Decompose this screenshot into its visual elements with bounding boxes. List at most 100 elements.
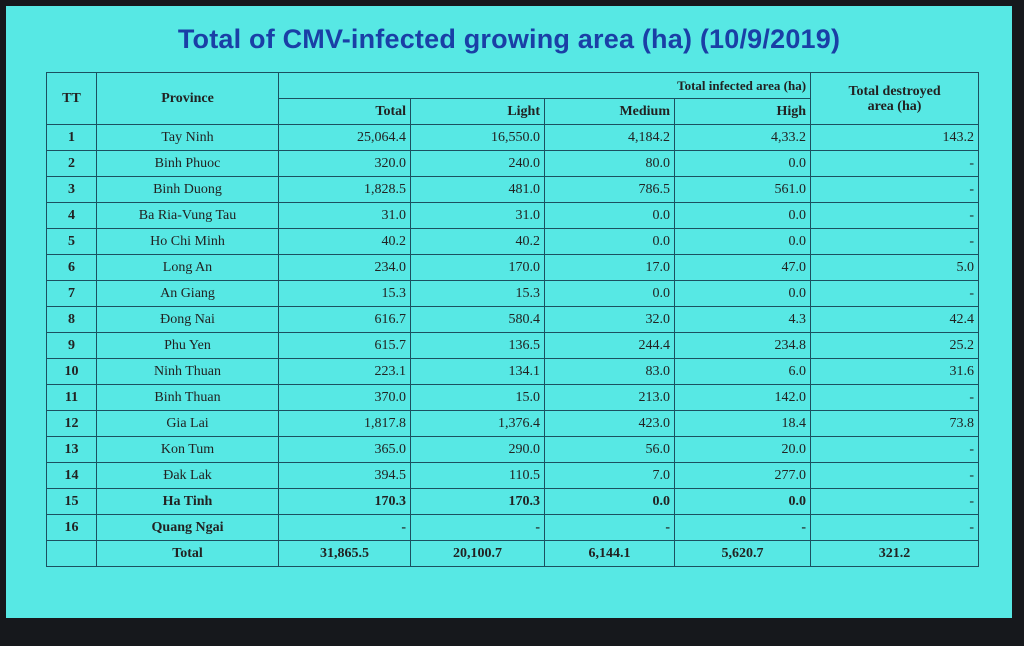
row-high: 0.0 xyxy=(673,150,812,177)
row-tt: 14 xyxy=(46,462,97,489)
row-tt: 16 xyxy=(46,514,97,541)
row-province: Quang Ngai xyxy=(96,514,279,541)
row-province: Long An xyxy=(96,254,279,281)
row-light: 170.3 xyxy=(410,488,545,515)
row-medium: 786.5 xyxy=(544,176,675,203)
totals-high: 5,620.7 xyxy=(673,540,812,567)
table-row: 13 Kon Tum 365.0 290.0 56.0 20.0- xyxy=(46,436,980,463)
row-high: 0.0 xyxy=(673,280,812,307)
row-high: 4.3 xyxy=(673,306,812,333)
table-row: 12 Gia Lai 1,817.8 1,376.4 423.0 18.4 73.8 xyxy=(46,410,980,437)
row-medium: 83.0 xyxy=(544,358,675,385)
row-light: 15.0 xyxy=(410,384,545,411)
totals-row: Total 31,865.5 20,100.7 6,144.1 5,620.7 … xyxy=(46,540,980,567)
row-destroyed: 73.8 xyxy=(810,410,980,437)
row-tt: 10 xyxy=(46,358,97,385)
row-tt: 15 xyxy=(46,488,97,515)
row-high: 0.0 xyxy=(673,228,812,255)
row-total: - xyxy=(278,514,411,541)
table-row: 8 Đong Nai 616.7 580.4 32.0 4.3 42.4 xyxy=(46,306,980,333)
row-total: 15.3 xyxy=(278,280,411,307)
row-total: 320.0 xyxy=(278,150,411,177)
row-destroyed: 25.2 xyxy=(810,332,980,359)
row-high: 142.0 xyxy=(673,384,812,411)
row-destroyed: - xyxy=(810,150,980,177)
row-total: 370.0 xyxy=(278,384,411,411)
row-medium: 244.4 xyxy=(544,332,675,359)
row-medium: 213.0 xyxy=(544,384,675,411)
row-total: 1,817.8 xyxy=(278,410,411,437)
row-total: 40.2 xyxy=(278,228,411,255)
row-medium: 0.0 xyxy=(544,488,675,515)
table-row: 4 Ba Ria-Vung Tau 31.0 31.0 0.0 0.0- xyxy=(46,202,980,229)
row-total: 615.7 xyxy=(278,332,411,359)
row-high: 0.0 xyxy=(673,202,812,229)
row-medium: - xyxy=(544,514,675,541)
row-high: 6.0 xyxy=(673,358,812,385)
row-total: 234.0 xyxy=(278,254,411,281)
row-destroyed: 42.4 xyxy=(810,306,980,333)
row-province: Ninh Thuan xyxy=(96,358,279,385)
table-row: 14 Đak Lak 394.5 110.5 7.0 277.0- xyxy=(46,462,980,489)
table-row: 10 Ninh Thuan 223.1 134.1 83.0 6.0 31.6 xyxy=(46,358,980,385)
row-destroyed: 5.0 xyxy=(810,254,980,281)
row-light: 240.0 xyxy=(410,150,545,177)
row-tt: 13 xyxy=(46,436,97,463)
row-high: 234.8 xyxy=(673,332,812,359)
row-tt: 4 xyxy=(46,202,97,229)
row-tt: 9 xyxy=(46,332,97,359)
cmv-area-table: TT Province Total infected area (ha) Tot… xyxy=(46,72,980,567)
row-destroyed: - xyxy=(810,280,980,307)
row-destroyed: - xyxy=(810,514,980,541)
row-province: Ho Chi Minh xyxy=(96,228,279,255)
row-high: 20.0 xyxy=(673,436,812,463)
row-destroyed: - xyxy=(810,176,980,203)
row-province: Binh Thuan xyxy=(96,384,279,411)
table-row: 15 Ha Tinh 170.3 170.3 0.0 0.0- xyxy=(46,488,980,515)
row-high: 47.0 xyxy=(673,254,812,281)
row-total: 223.1 xyxy=(278,358,411,385)
row-medium: 80.0 xyxy=(544,150,675,177)
header-medium: Medium xyxy=(544,98,675,125)
row-high: 0.0 xyxy=(673,488,812,515)
row-light: 134.1 xyxy=(410,358,545,385)
row-province: Gia Lai xyxy=(96,410,279,437)
row-medium: 56.0 xyxy=(544,436,675,463)
row-light: 1,376.4 xyxy=(410,410,545,437)
table-row: 11 Binh Thuan 370.0 15.0 213.0 142.0- xyxy=(46,384,980,411)
row-province: Binh Duong xyxy=(96,176,279,203)
row-province: Kon Tum xyxy=(96,436,279,463)
row-light: 170.0 xyxy=(410,254,545,281)
row-medium: 17.0 xyxy=(544,254,675,281)
row-province: Đak Lak xyxy=(96,462,279,489)
slide-title: Total of CMV-infected growing area (ha) … xyxy=(177,24,841,54)
row-medium: 0.0 xyxy=(544,202,675,229)
row-destroyed: - xyxy=(810,384,980,411)
row-medium: 0.0 xyxy=(544,280,675,307)
header-infected-group: Total infected area (ha) xyxy=(277,72,812,99)
totals-light: 20,100.7 xyxy=(410,540,545,567)
row-tt: 8 xyxy=(46,306,97,333)
row-tt: 7 xyxy=(46,280,97,307)
table-body: 1 Tay Ninh 25,064.4 16,550.0 4,184.2 4,33.2 14… xyxy=(46,124,980,541)
table-row: 6 Long An 234.0 170.0 17.0 47.0 5.0 xyxy=(46,254,980,281)
row-medium: 4,184.2 xyxy=(544,124,675,151)
row-high: - xyxy=(673,514,812,541)
row-total: 394.5 xyxy=(278,462,411,489)
row-light: 40.2 xyxy=(410,228,545,255)
row-destroyed: - xyxy=(810,462,980,489)
row-light: 15.3 xyxy=(410,280,545,307)
totals-total: 31,865.5 xyxy=(278,540,411,567)
row-tt: 12 xyxy=(46,410,97,437)
row-destroyed: - xyxy=(810,228,980,255)
header-province: Province xyxy=(96,72,279,125)
slide: Total of CMV-infected growing area (ha) … xyxy=(6,6,1012,618)
row-total: 31.0 xyxy=(278,202,411,229)
header-destroyed: Total destroyed area (ha) xyxy=(810,72,980,125)
totals-tt xyxy=(46,540,97,567)
row-province: Ba Ria-Vung Tau xyxy=(96,202,279,229)
table-row: 5 Ho Chi Minh 40.2 40.2 0.0 0.0- xyxy=(46,228,980,255)
row-total: 25,064.4 xyxy=(278,124,411,151)
row-medium: 7.0 xyxy=(544,462,675,489)
table-row: 16 Quang Ngai - - - - - xyxy=(46,514,980,541)
